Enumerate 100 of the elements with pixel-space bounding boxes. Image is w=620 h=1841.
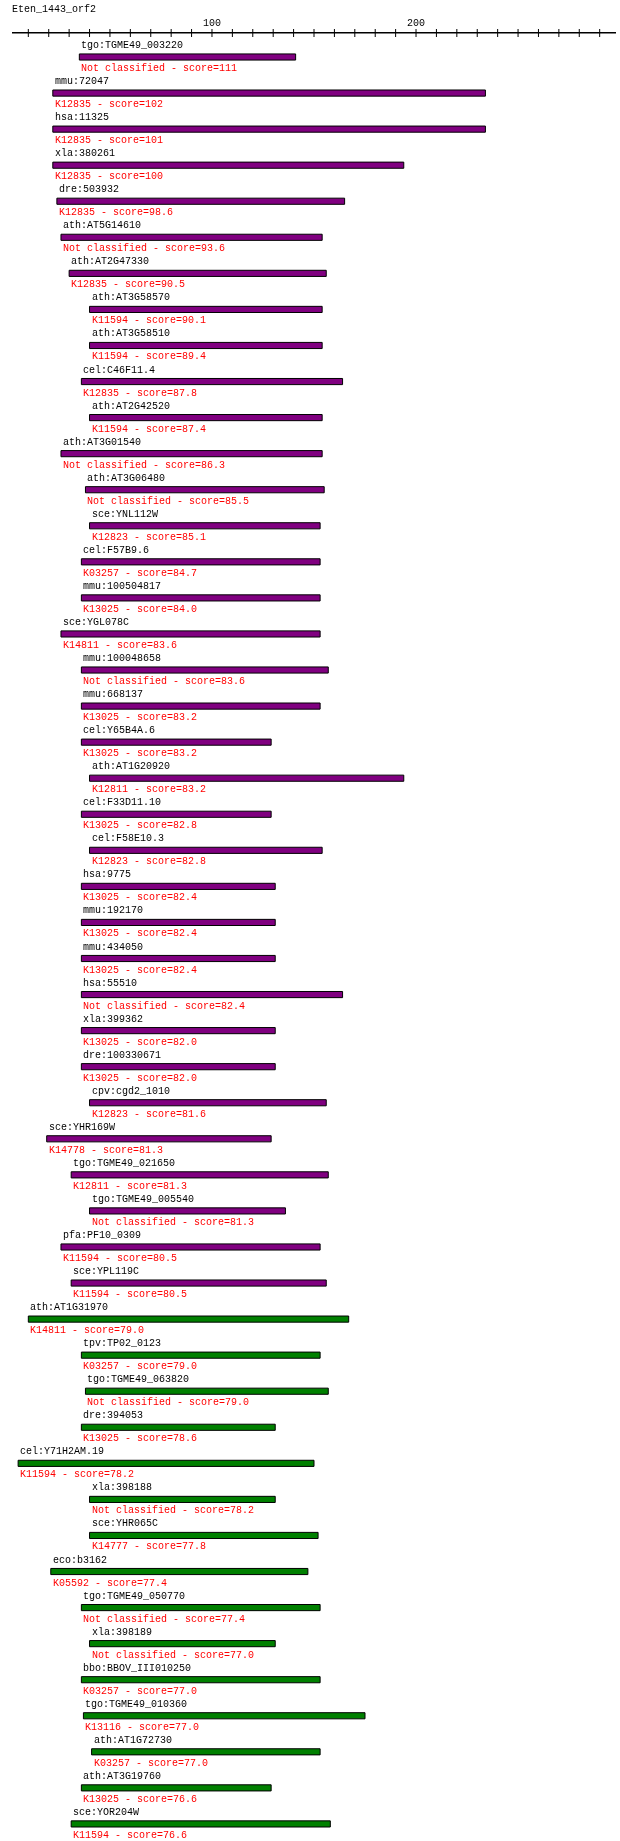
y-tick-label: ath:AT5G14610	[63, 220, 142, 231]
bar	[56, 197, 346, 205]
y-tick-label: pfa:PF10_0309	[63, 1230, 142, 1241]
y-tick-label: xla:398189	[92, 1627, 153, 1638]
bar	[60, 450, 323, 458]
y-tick-label: ath:AT1G31970	[30, 1302, 109, 1313]
annotation: Not classified - score=111	[81, 63, 238, 74]
annotation: K11594 - score=87.4	[92, 424, 207, 435]
bar	[80, 594, 321, 602]
annotation: K12835 - score=100	[55, 171, 164, 182]
annotation: K13025 - score=76.6	[83, 1794, 198, 1805]
y-tick-label: mmu:100048658	[83, 653, 162, 664]
y-tick-label: cel:Y65B4A.6	[83, 725, 156, 736]
y-tick-label: sce:YHR169W	[49, 1122, 116, 1133]
bar	[80, 1423, 276, 1431]
y-tick-label: dre:100330671	[83, 1050, 162, 1061]
bar	[80, 954, 276, 963]
annotation: K12835 - score=98.6	[59, 207, 174, 218]
y-tick-label: sce:YPL119C	[73, 1266, 140, 1277]
y-tick-label: cel:Y71H2AM.19	[20, 1446, 105, 1457]
bar	[80, 738, 272, 746]
bar	[80, 918, 276, 927]
bar	[89, 1099, 327, 1107]
y-tick-label: ath:AT3G01540	[63, 437, 142, 448]
y-tick-label: tpv:TP02_0123	[83, 1338, 162, 1349]
y-tick-label: eco:b3162	[53, 1555, 108, 1566]
x-tick-label: 200	[407, 18, 426, 29]
y-tick-label: mmu:100504817	[83, 581, 162, 592]
annotation: K14778 - score=81.3	[49, 1145, 164, 1156]
annotation: Not classified - score=79.0	[87, 1397, 250, 1408]
annotation: K03257 - score=84.7	[83, 568, 198, 579]
y-tick-label: tgo:TGME49_063820	[87, 1374, 190, 1385]
annotation: K03257 - score=77.0	[83, 1686, 198, 1697]
y-tick-label: tgo:TGME49_005540	[92, 1194, 195, 1205]
bar	[89, 522, 321, 530]
annotation: K12835 - score=87.8	[83, 388, 198, 399]
annotation: K11594 - score=80.5	[73, 1289, 188, 1300]
annotation: K11594 - score=89.4	[92, 351, 207, 362]
bar	[84, 486, 325, 494]
bar	[80, 1604, 321, 1612]
y-tick-label: ath:AT3G58510	[92, 328, 171, 339]
y-tick-label: bbo:BBOV_III010250	[83, 1663, 192, 1674]
y-tick-label: ath:AT2G47330	[71, 256, 150, 267]
y-tick-label: dre:503932	[59, 184, 120, 195]
y-tick-label: xla:398188	[92, 1482, 153, 1493]
annotation: K13025 - score=84.0	[83, 604, 198, 615]
annotation: K14811 - score=83.6	[63, 640, 178, 651]
y-tick-label: dre:394053	[83, 1410, 144, 1421]
bar	[80, 1351, 321, 1359]
y-tick-label: mmu:434050	[83, 942, 144, 953]
y-tick-label: tgo:TGME49_010360	[85, 1699, 188, 1710]
bar	[46, 1135, 272, 1143]
bar	[70, 1279, 327, 1287]
bar	[60, 233, 323, 241]
y-tick-label: tgo:TGME49_050770	[83, 1591, 186, 1602]
y-tick-label: hsa:55510	[83, 978, 138, 989]
y-tick-label: cel:F58E10.3	[92, 833, 165, 844]
bar	[89, 774, 405, 782]
annotation: K12823 - score=82.8	[92, 856, 207, 867]
bar	[89, 305, 323, 313]
y-tick-label: mmu:192170	[83, 905, 144, 916]
bar	[80, 558, 321, 566]
bar	[80, 1676, 321, 1684]
annotation: Not classified - score=86.3	[63, 460, 226, 471]
bar	[27, 1315, 350, 1323]
y-tick-label: mmu:72047	[55, 76, 110, 87]
annotation: K11594 - score=76.6	[73, 1830, 188, 1841]
annotation: K14811 - score=79.0	[30, 1325, 145, 1336]
y-tick-label: ath:AT1G20920	[92, 761, 171, 772]
bar	[80, 666, 329, 674]
annotation: K13025 - score=82.4	[83, 928, 198, 939]
y-tick-label: tgo:TGME49_003220	[81, 40, 184, 51]
y-tick-label: tgo:TGME49_021650	[73, 1158, 176, 1169]
y-tick-label: sce:YNL112W	[92, 509, 159, 520]
annotation: Not classified - score=83.6	[83, 676, 246, 687]
bar	[52, 89, 486, 97]
y-tick-label: cel:F57B9.6	[83, 545, 150, 556]
y-tick-label: sce:YGL078C	[63, 617, 130, 628]
annotation: K12823 - score=81.6	[92, 1109, 207, 1120]
y-tick-label: hsa:9775	[83, 869, 132, 880]
annotation: K03257 - score=79.0	[83, 1361, 198, 1372]
bar	[89, 846, 323, 854]
bar	[89, 341, 323, 350]
annotation: Not classified - score=78.2	[92, 1505, 255, 1516]
annotation: Not classified - score=82.4	[83, 1001, 246, 1012]
bar	[52, 125, 486, 133]
bar	[82, 1712, 366, 1720]
annotation: K13025 - score=82.0	[83, 1037, 198, 1048]
annotation: K12811 - score=81.3	[73, 1181, 188, 1192]
bar	[80, 377, 344, 386]
y-tick-label: sce:YOR204W	[73, 1807, 140, 1818]
bar	[80, 990, 344, 999]
bar	[89, 414, 323, 422]
bar	[84, 1387, 329, 1395]
y-tick-label: cel:F33D11.10	[83, 797, 162, 808]
annotation: K11594 - score=78.2	[20, 1469, 135, 1480]
x-tick-label: 100	[202, 18, 221, 29]
bar	[89, 1495, 276, 1503]
annotation: K12835 - score=101	[55, 135, 164, 146]
annotation: K12823 - score=85.1	[92, 532, 207, 543]
